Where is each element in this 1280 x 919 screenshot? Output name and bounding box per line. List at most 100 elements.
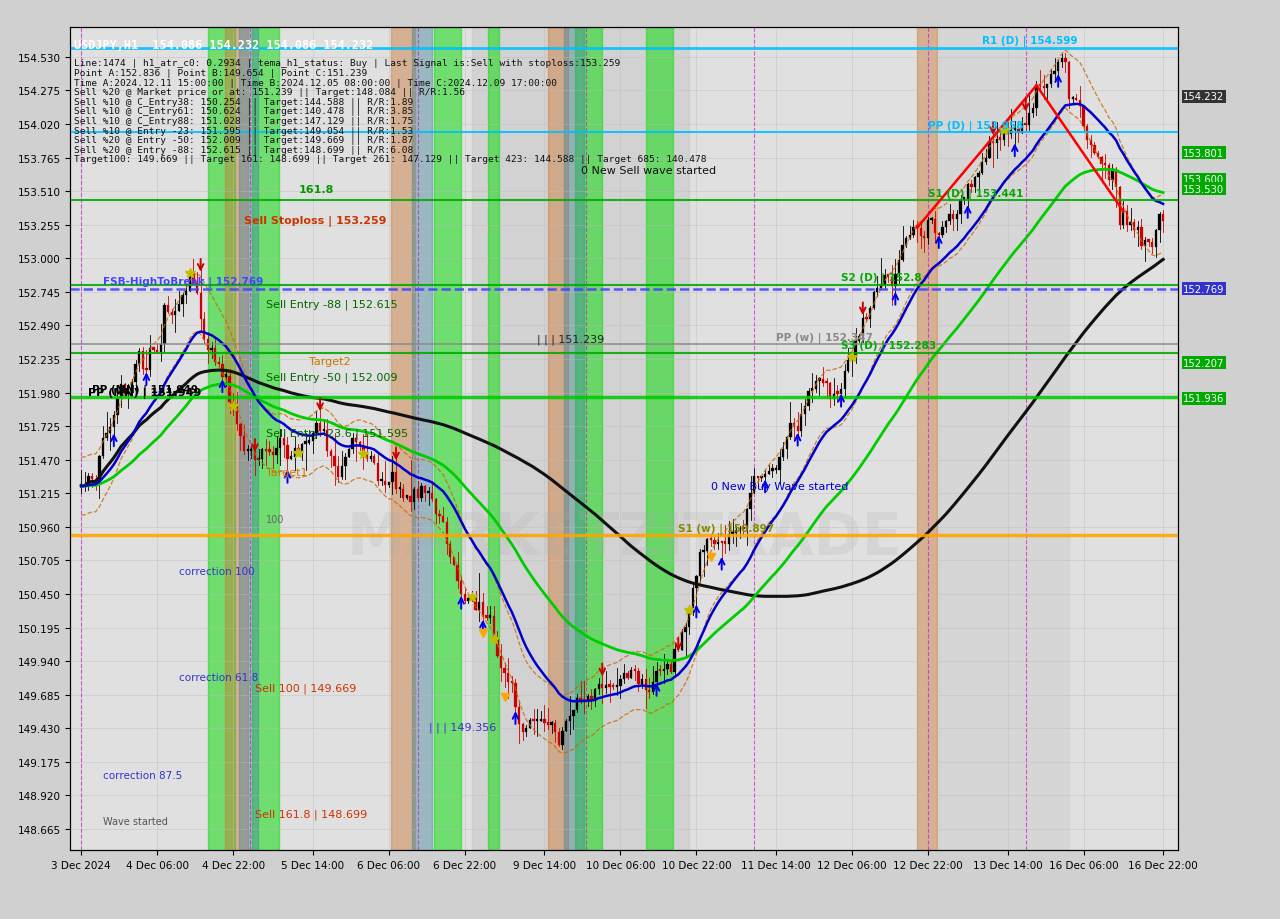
Bar: [355, 439, 357, 442]
Bar: [156, 350, 159, 353]
Bar: [536, 720, 539, 721]
Bar: [1111, 170, 1114, 180]
Text: PP (MN) | 151.949: PP (MN) | 151.949: [88, 388, 202, 399]
Bar: [428, 491, 430, 494]
Bar: [703, 550, 705, 552]
Bar: [1137, 228, 1139, 231]
Bar: [739, 528, 741, 531]
Bar: [774, 469, 777, 471]
Bar: [297, 449, 300, 454]
Bar: [164, 305, 165, 344]
Bar: [897, 261, 900, 275]
Text: S2 (D) | 152.8: S2 (D) | 152.8: [841, 273, 922, 284]
Bar: [145, 369, 147, 370]
Bar: [916, 226, 918, 229]
Bar: [1105, 164, 1106, 166]
Bar: [511, 681, 513, 684]
Bar: [564, 721, 567, 731]
Bar: [99, 457, 101, 482]
Bar: [1155, 231, 1157, 247]
Bar: [652, 683, 654, 692]
Bar: [731, 532, 733, 535]
Text: Target1: Target1: [266, 468, 307, 478]
Text: Sell 100 | 149.669: Sell 100 | 149.669: [255, 682, 356, 693]
Bar: [996, 140, 998, 144]
Bar: [858, 336, 860, 342]
Text: Sell Stoploss | 153.259: Sell Stoploss | 153.259: [244, 216, 387, 226]
Bar: [449, 545, 452, 558]
Bar: [499, 656, 502, 668]
Bar: [681, 632, 684, 650]
Text: 152.207: 152.207: [1183, 358, 1225, 369]
Bar: [1085, 127, 1088, 141]
Bar: [1006, 131, 1009, 135]
Bar: [178, 304, 180, 312]
Bar: [721, 541, 723, 543]
Bar: [438, 514, 440, 516]
Bar: [204, 320, 205, 340]
Bar: [120, 384, 122, 399]
Bar: [344, 458, 347, 466]
Bar: [1115, 170, 1117, 188]
Bar: [764, 475, 767, 478]
Bar: [580, 698, 581, 700]
Bar: [974, 178, 977, 187]
Bar: [1021, 124, 1023, 133]
Bar: [667, 664, 668, 669]
Text: R1 (D) | 154.599: R1 (D) | 154.599: [982, 36, 1078, 47]
Bar: [855, 342, 856, 358]
Bar: [192, 274, 195, 283]
Bar: [547, 722, 549, 725]
Bar: [384, 482, 387, 485]
Bar: [869, 309, 872, 320]
Bar: [1018, 130, 1020, 133]
Bar: [348, 449, 351, 458]
Bar: [396, 473, 397, 490]
Bar: [1032, 108, 1034, 114]
Bar: [634, 669, 636, 672]
Bar: [366, 454, 369, 460]
Bar: [225, 375, 227, 378]
Text: 161.8: 161.8: [298, 186, 334, 195]
Bar: [398, 488, 401, 490]
Bar: [883, 276, 886, 286]
Bar: [1129, 222, 1132, 226]
Bar: [586, 697, 589, 702]
Bar: [87, 477, 90, 485]
Bar: [1158, 215, 1161, 231]
Bar: [253, 450, 256, 460]
Text: 0 New Sell wave started: 0 New Sell wave started: [581, 165, 716, 176]
Bar: [102, 438, 104, 457]
Bar: [123, 384, 125, 395]
Bar: [840, 390, 842, 394]
Bar: [1061, 59, 1062, 62]
Bar: [750, 494, 751, 509]
Bar: [984, 159, 987, 163]
Bar: [283, 438, 285, 446]
Bar: [978, 174, 979, 178]
Bar: [1010, 130, 1012, 135]
Bar: [503, 668, 506, 674]
Bar: [515, 684, 517, 707]
Bar: [239, 425, 242, 437]
Text: 153.801: 153.801: [1183, 149, 1224, 159]
Bar: [291, 457, 292, 460]
Bar: [315, 424, 317, 434]
Bar: [420, 486, 422, 498]
Bar: [442, 516, 444, 522]
Bar: [572, 710, 575, 716]
Bar: [247, 449, 248, 451]
Bar: [948, 215, 951, 221]
Bar: [756, 476, 759, 479]
Bar: [1024, 124, 1027, 126]
Bar: [1046, 85, 1048, 89]
Bar: [709, 539, 712, 540]
Text: Target2: Target2: [310, 357, 351, 366]
Bar: [901, 245, 904, 261]
Bar: [186, 292, 187, 295]
Bar: [1014, 129, 1016, 130]
Text: Point A:152.836 | Point B:149.654 | Point C:151.239: Point A:152.836 | Point B:149.654 | Poin…: [74, 69, 367, 78]
Bar: [210, 348, 212, 351]
Bar: [1053, 73, 1056, 75]
Text: 152.769: 152.769: [1183, 284, 1225, 294]
